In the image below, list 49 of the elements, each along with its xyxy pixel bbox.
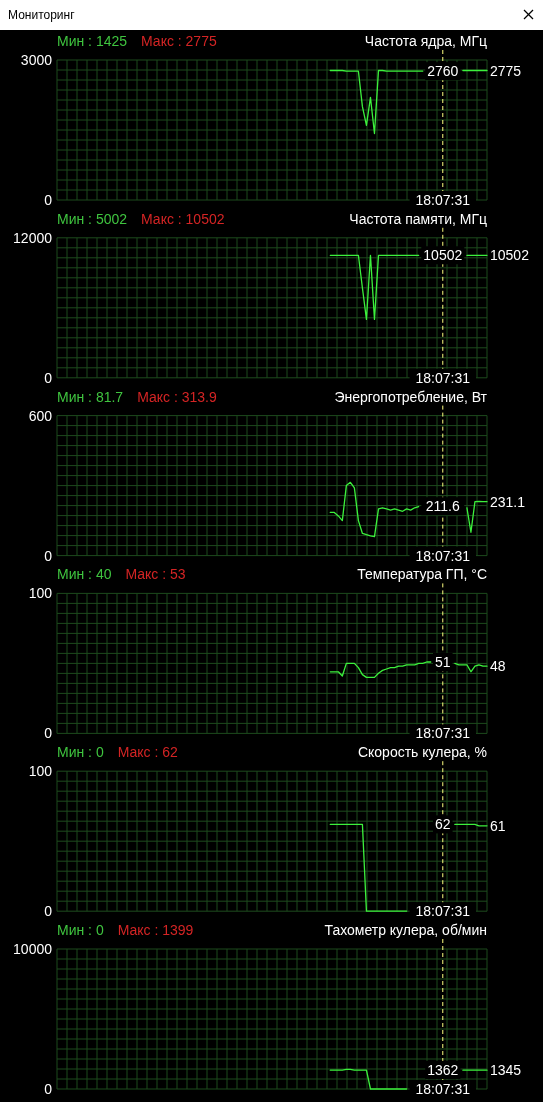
annotation: 1362 (427, 1061, 459, 1078)
annotation: 10502 (423, 247, 463, 264)
y-tick-label: 0 (44, 369, 53, 386)
y-tick-label: 0 (44, 725, 53, 742)
y-tick-label: 12000 (13, 229, 53, 246)
x-tick-label: 18:07:31 (415, 1081, 471, 1097)
x-tick-label: 18:07:31 (415, 903, 471, 920)
y-tick-label: 0 (44, 192, 53, 208)
text: Мин : 40 (57, 566, 112, 583)
x-tick-label: 18:07:31 (415, 192, 471, 208)
annotation: 2760 (427, 63, 459, 80)
y-tick-label: 600 (28, 407, 53, 424)
x-tick-label: 18:07:31 (415, 725, 471, 742)
y-tick-label: 10000 (13, 941, 53, 957)
x-tick-label: 18:07:31 (415, 369, 471, 386)
chart-title: Энергопотребление, Вт (334, 388, 488, 405)
text: Макс : 53 (125, 566, 186, 583)
text: Макс : 2775 (141, 33, 217, 49)
y-tick-label: 0 (44, 547, 53, 564)
chart-title: Частота ядра, МГц (364, 33, 487, 49)
annotation: 2775 (490, 62, 522, 79)
chart-title: Температура ГП, °C (357, 566, 487, 583)
chart-title: Тахометр кулера, об/мин (324, 922, 487, 938)
annotation: 1345 (490, 1062, 522, 1079)
text: Макс : 1399 (117, 922, 194, 938)
text: Макс : 10502 (141, 210, 225, 227)
text: Мин : 81.7 (57, 388, 124, 405)
text: Мин : 0 (57, 922, 104, 938)
annotation: 62 (435, 816, 451, 833)
annotation: 48 (490, 658, 506, 675)
text: Макс : 313.9 (137, 388, 217, 405)
text: Мин : 1425 (57, 33, 128, 49)
text: Мониторинг (8, 8, 76, 22)
text: Макс : 62 (117, 744, 179, 761)
x-tick-label: 18:07:31 (415, 547, 471, 564)
annotation: 10502 (490, 247, 530, 264)
annotation: 61 (490, 817, 506, 834)
text: Мин : 5002 (57, 210, 128, 227)
y-tick-label: 0 (44, 1081, 53, 1097)
y-tick-label: 100 (28, 585, 53, 602)
chart-title: Скорость кулера, % (357, 744, 487, 761)
y-tick-label: 100 (28, 763, 53, 780)
annotation: 231.1 (490, 493, 526, 510)
y-tick-label: 0 (44, 903, 53, 920)
text: Мин : 0 (57, 744, 104, 761)
chart-title: Частота памяти, МГц (349, 210, 487, 227)
annotation: 51 (435, 654, 451, 670)
annotation: 211.6 (425, 498, 460, 515)
y-tick-label: 3000 (20, 52, 53, 68)
